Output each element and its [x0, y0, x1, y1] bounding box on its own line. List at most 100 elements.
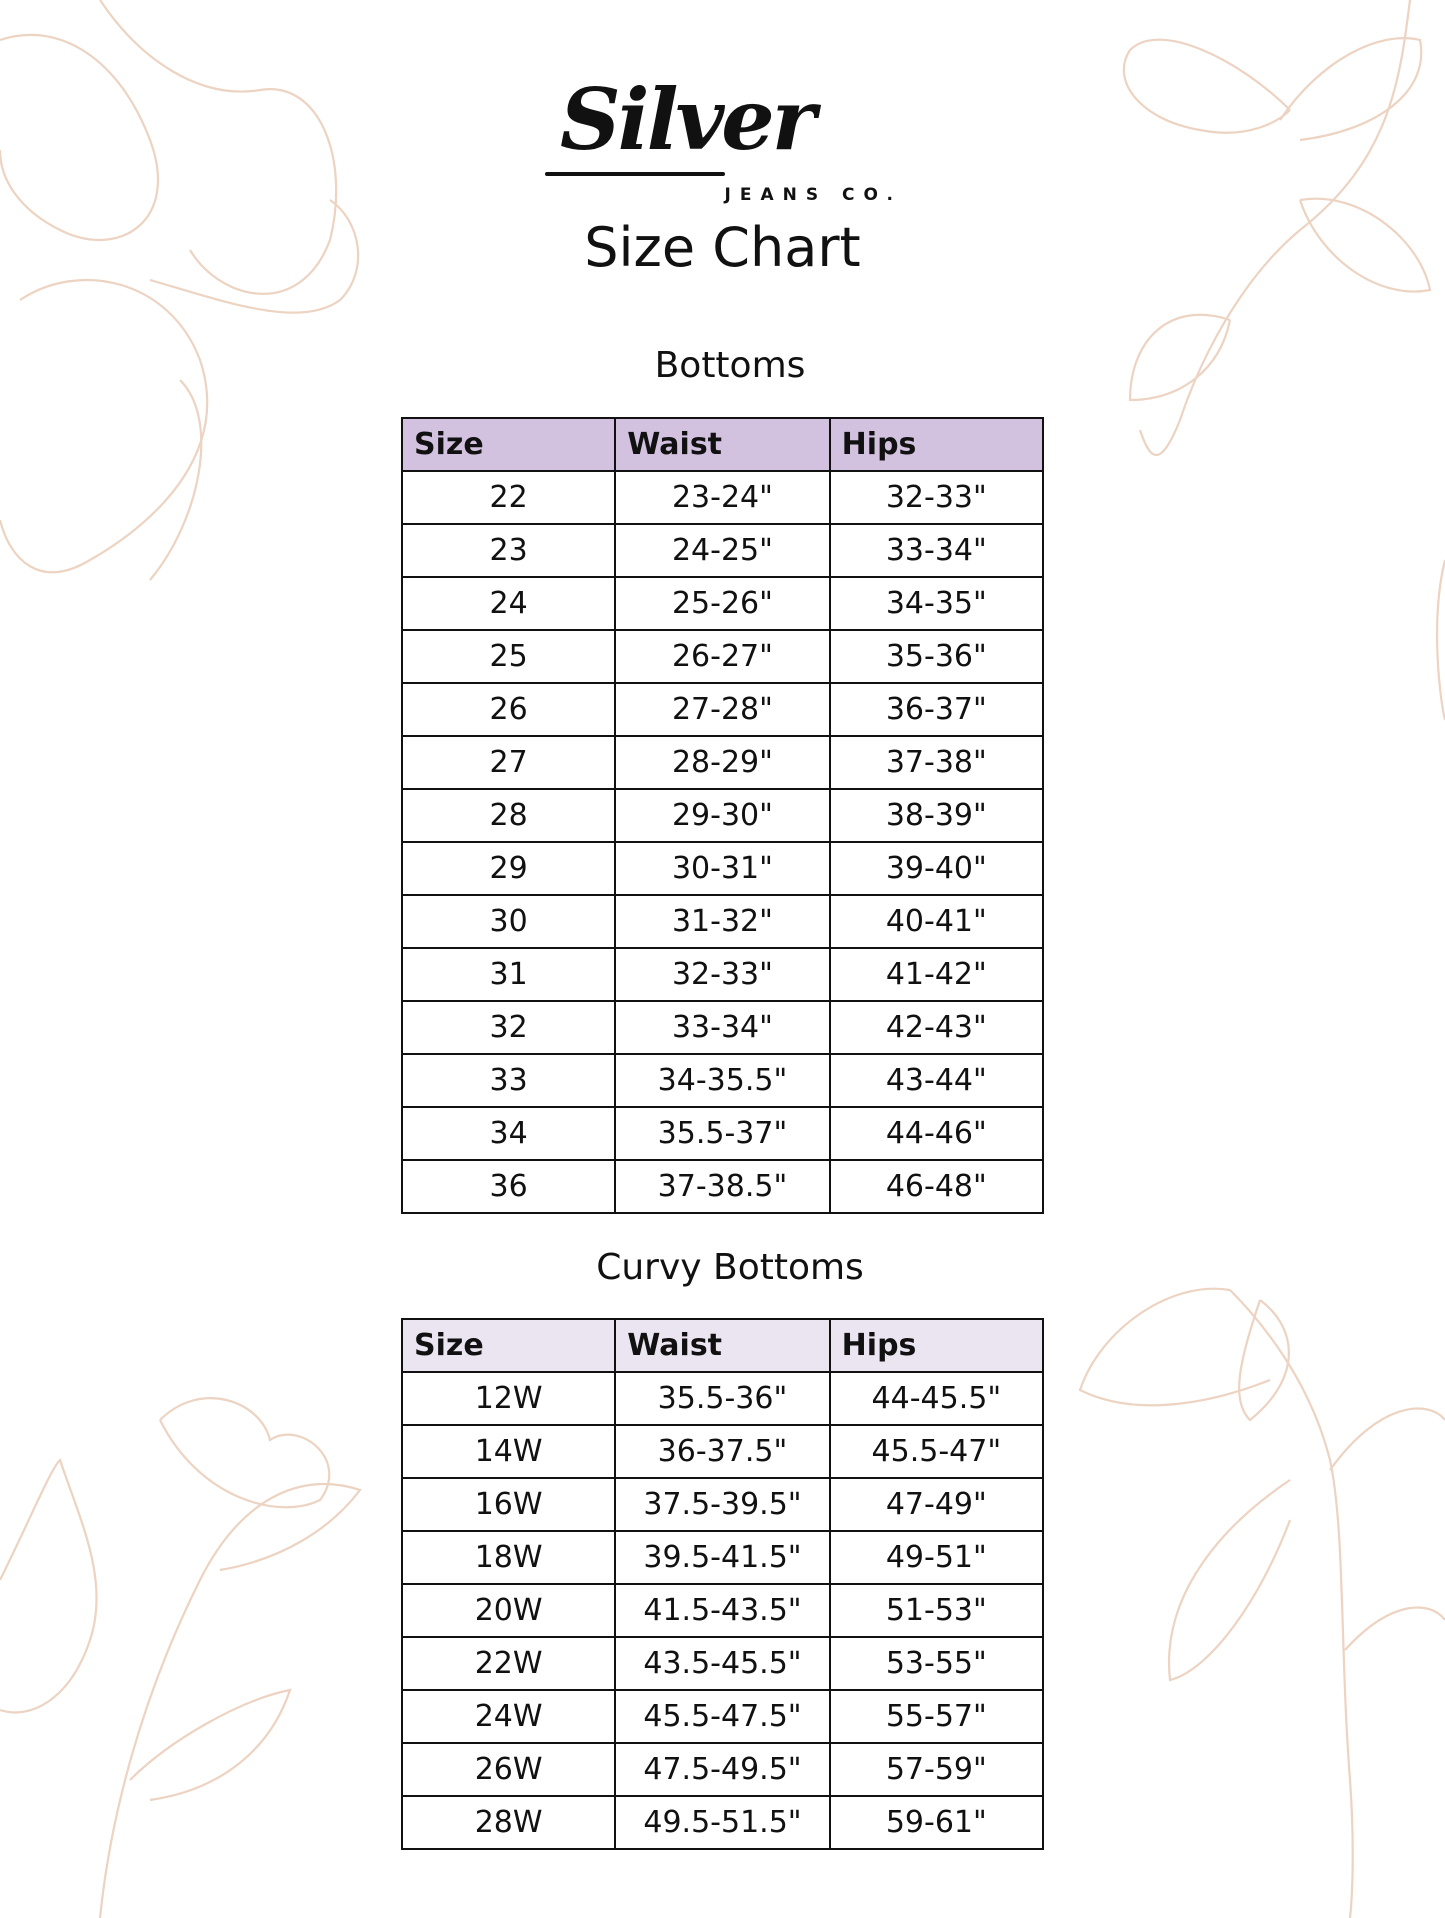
cell-hips: 59-61": [828, 1795, 1045, 1850]
cell-size: 30: [400, 894, 617, 949]
cell-size: 33: [400, 1053, 617, 1108]
curvy-bottoms-size-table: Size Waist Hips 12W 35.5-36" 44-45.5" 14W 36…: [400, 1318, 1045, 1850]
cell-size: 32: [400, 1000, 617, 1055]
cell-hips: 40-41": [828, 894, 1045, 949]
table-row: 26W 47.5-49.5" 57-59": [400, 1742, 1045, 1797]
cell-size: 27: [400, 735, 617, 790]
bottoms-size-table: Size Waist Hips 22 23-24" 32-33" 23 24-25" 33…: [400, 417, 1045, 1214]
cell-size: 26W: [400, 1742, 617, 1797]
cell-hips: 44-46": [828, 1106, 1045, 1161]
cell-waist: 30-31": [614, 841, 831, 896]
cell-hips: 51-53": [828, 1583, 1045, 1638]
column-header-size: Size: [400, 417, 617, 472]
table-row: 20W 41.5-43.5" 51-53": [400, 1583, 1045, 1638]
column-header-waist: Waist: [614, 1318, 831, 1373]
brand-logo-subtitle: JEANS CO.: [724, 185, 902, 205]
cell-waist: 45.5-47.5": [614, 1689, 831, 1744]
cell-waist: 35.5-36": [614, 1371, 831, 1426]
cell-waist: 23-24": [614, 470, 831, 525]
cell-waist: 37-38.5": [614, 1159, 831, 1214]
cell-size: 25: [400, 629, 617, 684]
table-row: 25 26-27" 35-36": [400, 629, 1045, 684]
cell-waist: 24-25": [614, 523, 831, 578]
brand-logo-wordmark: Silver: [560, 70, 816, 169]
cell-hips: 45.5-47": [828, 1424, 1045, 1479]
cell-waist: 28-29": [614, 735, 831, 790]
cell-waist: 35.5-37": [614, 1106, 831, 1161]
cell-hips: 32-33": [828, 470, 1045, 525]
cell-waist: 41.5-43.5": [614, 1583, 831, 1638]
column-header-hips: Hips: [828, 1318, 1045, 1373]
table-row: 22 23-24" 32-33": [400, 470, 1045, 525]
table-row: 32 33-34" 42-43": [400, 1000, 1045, 1055]
cell-hips: 42-43": [828, 1000, 1045, 1055]
cell-size: 24: [400, 576, 617, 631]
cell-waist: 26-27": [614, 629, 831, 684]
table-row: 28 29-30" 38-39": [400, 788, 1045, 843]
table-row: 30 31-32" 40-41": [400, 894, 1045, 949]
column-header-hips: Hips: [828, 417, 1045, 472]
table-row: 29 30-31" 39-40": [400, 841, 1045, 896]
cell-hips: 33-34": [828, 523, 1045, 578]
cell-hips: 37-38": [828, 735, 1045, 790]
cell-waist: 27-28": [614, 682, 831, 737]
column-header-size: Size: [400, 1318, 617, 1373]
cell-size: 31: [400, 947, 617, 1002]
bottoms-heading: Bottoms: [654, 345, 806, 386]
table-row: 28W 49.5-51.5" 59-61": [400, 1795, 1045, 1850]
cell-waist: 39.5-41.5": [614, 1530, 831, 1585]
cell-waist: 43.5-45.5": [614, 1636, 831, 1691]
cell-size: 20W: [400, 1583, 617, 1638]
table-row: 24 25-26" 34-35": [400, 576, 1045, 631]
cell-size: 18W: [400, 1530, 617, 1585]
brand-logo: Silver JEANS CO.: [540, 74, 920, 208]
cell-hips: 47-49": [828, 1477, 1045, 1532]
table-row: 22W 43.5-45.5" 53-55": [400, 1636, 1045, 1691]
cell-size: 28W: [400, 1795, 617, 1850]
cell-size: 24W: [400, 1689, 617, 1744]
cell-size: 14W: [400, 1424, 617, 1479]
cell-hips: 53-55": [828, 1636, 1045, 1691]
table-row: 16W 37.5-39.5" 47-49": [400, 1477, 1045, 1532]
brand-logo-swoosh: [545, 172, 725, 176]
cell-hips: 36-37": [828, 682, 1045, 737]
table-header-row: Size Waist Hips: [400, 1318, 1045, 1373]
cell-hips: 35-36": [828, 629, 1045, 684]
cell-waist: 37.5-39.5": [614, 1477, 831, 1532]
cell-hips: 44-45.5": [828, 1371, 1045, 1426]
cell-waist: 47.5-49.5": [614, 1742, 831, 1797]
cell-hips: 41-42": [828, 947, 1045, 1002]
cell-size: 12W: [400, 1371, 617, 1426]
table-row: 14W 36-37.5" 45.5-47": [400, 1424, 1045, 1479]
table-row: 31 32-33" 41-42": [400, 947, 1045, 1002]
cell-waist: 32-33": [614, 947, 831, 1002]
table-header-row: Size Waist Hips: [400, 417, 1045, 472]
cell-waist: 36-37.5": [614, 1424, 831, 1479]
cell-waist: 25-26": [614, 576, 831, 631]
cell-size: 22: [400, 470, 617, 525]
cell-waist: 33-34": [614, 1000, 831, 1055]
cell-hips: 43-44": [828, 1053, 1045, 1108]
cell-waist: 49.5-51.5": [614, 1795, 831, 1850]
cell-hips: 46-48": [828, 1159, 1045, 1214]
cell-size: 16W: [400, 1477, 617, 1532]
table-row: 33 34-35.5" 43-44": [400, 1053, 1045, 1108]
table-row: 36 37-38.5" 46-48": [400, 1159, 1045, 1214]
cell-hips: 55-57": [828, 1689, 1045, 1744]
table-row: 24W 45.5-47.5" 55-57": [400, 1689, 1045, 1744]
table-row: 18W 39.5-41.5" 49-51": [400, 1530, 1045, 1585]
cell-hips: 57-59": [828, 1742, 1045, 1797]
table-row: 12W 35.5-36" 44-45.5": [400, 1371, 1045, 1426]
cell-size: 34: [400, 1106, 617, 1161]
cell-hips: 39-40": [828, 841, 1045, 896]
cell-size: 22W: [400, 1636, 617, 1691]
cell-hips: 38-39": [828, 788, 1045, 843]
cell-size: 36: [400, 1159, 617, 1214]
cell-waist: 31-32": [614, 894, 831, 949]
table-row: 27 28-29" 37-38": [400, 735, 1045, 790]
column-header-waist: Waist: [614, 417, 831, 472]
table-row: 34 35.5-37" 44-46": [400, 1106, 1045, 1161]
cell-hips: 49-51": [828, 1530, 1045, 1585]
table-row: 23 24-25" 33-34": [400, 523, 1045, 578]
table-row: 26 27-28" 36-37": [400, 682, 1045, 737]
